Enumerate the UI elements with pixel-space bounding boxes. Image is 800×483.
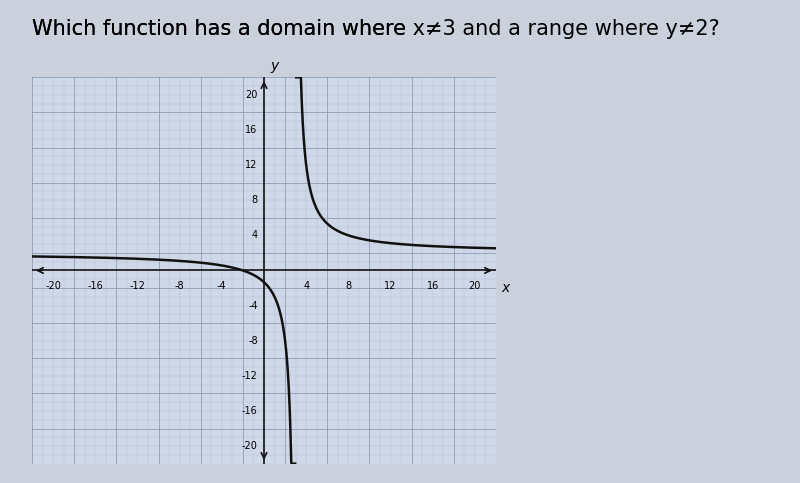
Text: 8: 8 [251, 195, 258, 205]
Text: Which function has a domain where x≠3 and a range where y≠2?: Which function has a domain where x≠3 an… [32, 19, 720, 39]
Text: Which function has a domain where: Which function has a domain where [32, 19, 413, 39]
Text: x: x [502, 281, 510, 295]
Text: -16: -16 [87, 281, 103, 291]
Text: -4: -4 [248, 300, 258, 311]
Text: -20: -20 [45, 281, 61, 291]
Text: 16: 16 [246, 125, 258, 135]
Text: -16: -16 [242, 406, 258, 416]
Text: 12: 12 [246, 160, 258, 170]
Text: y: y [270, 59, 278, 73]
Text: -20: -20 [242, 441, 258, 451]
Text: 20: 20 [469, 281, 481, 291]
Text: -4: -4 [217, 281, 226, 291]
Text: -8: -8 [248, 336, 258, 346]
Text: -12: -12 [130, 281, 146, 291]
Text: 12: 12 [384, 281, 397, 291]
Text: -12: -12 [242, 371, 258, 381]
Text: 16: 16 [426, 281, 439, 291]
Text: -8: -8 [175, 281, 185, 291]
Text: 20: 20 [246, 90, 258, 100]
Text: 4: 4 [251, 230, 258, 241]
Text: 8: 8 [346, 281, 351, 291]
Text: 4: 4 [303, 281, 310, 291]
